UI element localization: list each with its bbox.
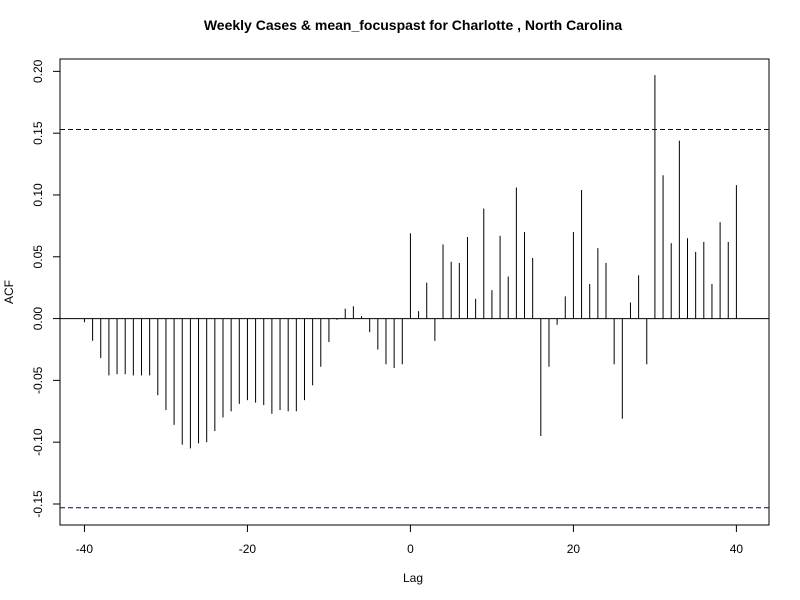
x-tick-label: 40 [730,542,744,556]
y-tick-label: 0.00 [31,307,45,331]
acf-bars [83,75,737,449]
x-tick-label: -40 [76,542,94,556]
confidence-bounds [60,128,769,509]
y-tick-label: -0.15 [31,490,45,518]
y-axis: -0.15 -0.10 -0.05 0.00 0.05 0.10 0.15 0.20 [31,59,60,518]
x-axis: -40 -20 0 20 40 [76,525,744,556]
y-tick-label: 0.20 [31,59,45,83]
y-axis-label: ACF [2,280,16,304]
x-axis-label: Lag [403,571,423,585]
y-tick-label: 0.10 [31,183,45,207]
y-tick-label: 0.05 [31,245,45,269]
x-tick-label: 0 [407,542,414,556]
y-tick-label: -0.05 [31,366,45,394]
y-tick-label: -0.10 [31,428,45,456]
chart-title: Weekly Cases & mean_focuspast for Charlo… [204,17,623,33]
x-tick-label: -20 [239,542,257,556]
y-tick-label: 0.15 [31,121,45,145]
plot-frame [59,58,770,526]
x-tick-label: 20 [567,542,581,556]
